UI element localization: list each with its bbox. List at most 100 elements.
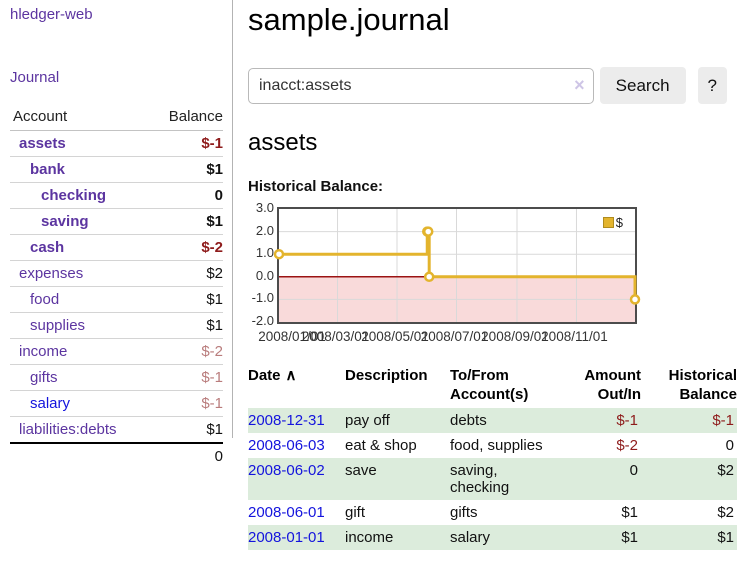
account-balance: $1 [151,416,223,444]
clear-search-icon[interactable]: × [574,74,585,95]
account-balance: $-1 [151,364,223,391]
account-balance: $-2 [151,338,223,365]
search-button[interactable]: Search [599,67,686,104]
account-row: salary $-1 [10,390,223,417]
transaction-description: gift [345,504,366,521]
data-point-marker [629,294,641,305]
account-link[interactable]: liabilities:debts [19,421,117,438]
chart-plot-area: $ [273,207,641,324]
transaction-balance: $2 [717,504,734,521]
account-balance: $1 [151,156,223,183]
transaction-accounts: saving, checking [450,462,510,496]
transaction-amount: $1 [621,529,638,546]
account-link[interactable]: bank [30,161,66,178]
chart-y-tick-label: 1.0 [255,245,274,261]
account-balance: $1 [151,312,223,339]
transaction-amount: 0 [629,462,638,479]
balance-column-header: Balance [151,105,223,131]
account-link[interactable]: assets [19,135,66,152]
account-row: liabilities:debts $1 [10,416,223,444]
account-row: cash $-2 [10,234,223,261]
register-row: 2008-12-31 pay off debts $-1 $-1 [248,408,737,433]
account-balance: $-1 [151,390,223,417]
sort-ascending-icon: ∧ [285,367,297,384]
transaction-accounts: gifts [450,504,478,521]
transaction-date-link[interactable]: 2008-12-31 [248,412,325,429]
account-row: expenses $2 [10,260,223,287]
account-row: bank $1 [10,156,223,183]
transaction-amount: $1 [621,504,638,521]
accounts-table-header: Account Balance [10,105,223,131]
account-link[interactable]: food [30,291,60,308]
account-link[interactable]: income [19,343,68,360]
search-box: × [248,67,594,104]
search-input[interactable] [248,67,594,104]
sidebar-item-journal[interactable]: Journal [10,69,60,86]
account-row: supplies $1 [10,312,223,339]
transaction-date-link[interactable]: 2008-01-01 [248,529,325,546]
transaction-balance: $-1 [712,412,734,429]
accounts-table-body: assets $-1 bank $1 checking 0 saving $1 … [10,130,223,469]
account-balance: 0 [151,182,223,209]
chart-x-tick-label: 2008/05/01 [361,329,429,344]
register-row: 2008-01-01 income salary $1 $1 [248,525,737,550]
transaction-description: save [345,462,377,479]
chart-y-tick-label: 2.0 [255,222,274,238]
chart-x-tick-label: 2008/07/01 [420,329,489,344]
transaction-date-link[interactable]: 2008-06-02 [248,462,325,479]
transaction-accounts: salary [450,529,491,546]
page-title: sample.journal [248,2,450,37]
account-link[interactable]: saving [41,213,89,230]
chart-y-tick-label: 0.0 [255,267,274,283]
chart-x-tick-label: 2008/01/01 [258,329,326,344]
account-row: checking 0 [10,182,223,209]
account-link[interactable]: cash [30,239,65,256]
account-link[interactable]: expenses [19,265,84,282]
date-header-label: Date [248,367,281,384]
data-point-marker [273,248,285,260]
account-link[interactable]: salary [30,395,71,412]
transaction-description: income [345,529,394,546]
register-header-amount: Amount Out/In [584,367,641,403]
transaction-date-link[interactable]: 2008-06-01 [248,504,325,521]
chart-x-tick-label: 2008/03/01 [301,329,370,344]
transaction-amount: $-2 [616,437,638,454]
data-point-marker [422,226,434,237]
account-balance: $1 [151,208,223,235]
register-header-accounts: To/From Account(s) [450,367,529,403]
register-row: 2008-06-03 eat & shop food, supplies $-2… [248,433,737,458]
transaction-description: pay off [345,412,390,429]
app-brand-link[interactable]: hledger-web [10,6,93,23]
account-heading: assets [248,129,318,156]
account-link[interactable]: gifts [30,369,58,386]
transaction-accounts: food, supplies [450,437,543,454]
accounts-total-balance: 0 [151,442,223,469]
accounts-total-row: 0 [10,442,223,469]
chart-legend: $ [602,215,623,230]
account-balance: $2 [151,260,223,287]
register-header-description: Description [345,367,428,384]
chart-x-tick-label: 2008/11/01 [541,329,608,344]
help-button[interactable]: ? [697,67,727,104]
account-link[interactable]: supplies [30,317,86,334]
search-bar: × Search ? [248,67,727,104]
transaction-date-link[interactable]: 2008-06-03 [248,437,325,454]
data-point-marker [423,271,435,283]
accounts-table: Account Balance assets $-1 bank $1 check… [10,105,223,469]
register-header-date[interactable]: Date ∧ [248,363,345,408]
register-table: Date ∧ Description To/From Account(s) Amo… [248,363,737,550]
chart-y-tick-label: 3.0 [255,200,274,215]
transaction-balance: $1 [717,529,734,546]
transaction-balance: $2 [717,462,734,479]
account-row: saving $1 [10,208,223,235]
register-row: 2008-06-02 save saving, checking 0 $2 [248,458,737,500]
account-row: income $-2 [10,338,223,365]
transaction-accounts: debts [450,412,487,429]
register-table-body: 2008-12-31 pay off debts $-1 $-1 2008-06… [248,408,737,550]
account-link[interactable]: checking [41,187,107,204]
register-header-row: Date ∧ Description To/From Account(s) Amo… [248,363,737,408]
sidebar: hledger-web Journal Account Balance asse… [0,0,233,469]
chart-x-tick-label: 2008/09/01 [481,329,549,344]
legend-swatch-icon [602,217,614,228]
account-balance: $1 [151,286,223,313]
